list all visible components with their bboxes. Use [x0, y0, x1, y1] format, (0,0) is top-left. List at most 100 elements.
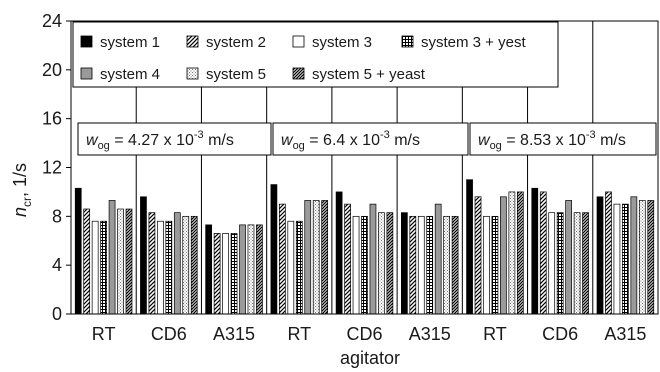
bar [344, 203, 351, 315]
bar [213, 233, 221, 315]
bar [140, 196, 147, 315]
bar [108, 200, 116, 315]
bar [426, 215, 434, 315]
legend-swatch [292, 35, 305, 48]
bar [173, 212, 181, 315]
bar [321, 200, 329, 315]
y-axis-label-sub: cr [20, 197, 34, 207]
bar [630, 196, 638, 315]
bar [148, 212, 156, 315]
bar [409, 215, 417, 315]
bar [573, 212, 581, 315]
legend-label: system 2 [206, 34, 266, 51]
bar [613, 203, 621, 315]
y-axis-label-rest: , 1/s [10, 163, 30, 197]
bar [500, 196, 507, 315]
x-tick-label: RT [92, 324, 116, 344]
x-tick-label: CD6 [151, 324, 187, 344]
y-tick-label: 4 [52, 255, 62, 275]
bar [400, 212, 408, 315]
x-tick-label: CD6 [346, 324, 382, 344]
x-tick-label: A315 [409, 324, 451, 344]
bar [565, 200, 572, 315]
annotation-part: m/s [390, 132, 420, 149]
annotation-part: -3 [380, 129, 390, 141]
x-tick-label: RT [287, 324, 311, 344]
annotation-part: = 8.53 x 10 [502, 132, 586, 149]
annotation-part: og [98, 140, 110, 152]
bar [622, 203, 629, 315]
annotation-part: -3 [586, 129, 596, 141]
bar [638, 200, 646, 315]
bar [556, 212, 564, 315]
bar [491, 215, 499, 315]
bar [190, 215, 198, 315]
annotation-text: wog = 6.4 x 10-3 m/s [281, 129, 420, 152]
bar [239, 224, 246, 315]
bar [304, 200, 312, 315]
annotation-part: w [86, 132, 99, 149]
bar [531, 187, 539, 315]
bar [256, 224, 263, 315]
bar [100, 220, 107, 315]
bar [605, 191, 612, 315]
y-axis-label-main: n [10, 207, 30, 217]
bar [74, 187, 82, 315]
bar [361, 215, 368, 315]
wog-annotation: wog = 8.53 x 10-3 m/s [469, 122, 657, 156]
y-tick-label: 20 [42, 60, 62, 80]
bar [247, 224, 255, 315]
bar [386, 212, 394, 315]
y-tick-label: 24 [42, 11, 62, 31]
annotation-part: = 4.27 x 10 [110, 132, 194, 149]
bar [548, 212, 556, 315]
annotations-layer: wog = 4.27 x 10-3 m/s wog = 6.4 x 10-3 m/… [77, 122, 657, 156]
annotation-part: w [281, 132, 294, 149]
bars-layer [74, 179, 655, 315]
bar [312, 200, 320, 315]
legend-swatch [186, 67, 199, 80]
bar [352, 215, 360, 315]
bar [279, 203, 286, 315]
bar [417, 215, 425, 315]
legend-label: system 3 [312, 34, 372, 51]
legend-label: system 5 + yeast [312, 66, 426, 83]
bar [91, 220, 99, 315]
annotation-box [469, 122, 657, 156]
bar [539, 191, 547, 315]
legend-swatch [80, 35, 93, 48]
bar [125, 208, 133, 315]
bar [434, 203, 442, 315]
wog-annotation: wog = 4.27 x 10-3 m/s [77, 122, 272, 156]
y-axis-label: ncr, 1/s [10, 163, 34, 217]
annotation-part: w [478, 132, 491, 149]
bar [295, 220, 303, 315]
bar [287, 220, 295, 315]
bar [83, 208, 91, 315]
bar [157, 220, 164, 315]
legend-swatch [186, 35, 199, 48]
bar [451, 215, 459, 315]
legend-swatch [401, 35, 414, 48]
bar [582, 212, 589, 315]
bar [466, 179, 473, 315]
x-tick-label: A315 [604, 324, 646, 344]
legend-swatch [292, 67, 305, 80]
bar [369, 203, 377, 315]
x-tick-label: RT [483, 324, 507, 344]
bar [205, 224, 213, 315]
bar [516, 191, 524, 315]
legend-label: system 4 [100, 66, 160, 83]
annotation-text: wog = 8.53 x 10-3 m/s [478, 129, 626, 152]
axis-layer: 0 4 8 12 16 20 24 RT CD6 A315 RT CD6 A315 RT CD6 A315 [42, 11, 659, 344]
bar [443, 215, 450, 315]
bar [270, 184, 278, 315]
bar [165, 220, 173, 315]
bar [117, 208, 124, 315]
annotation-part: og [293, 140, 305, 152]
bar [474, 196, 482, 315]
bar [222, 233, 229, 315]
bar [508, 191, 516, 315]
annotation-part: -3 [194, 129, 204, 141]
